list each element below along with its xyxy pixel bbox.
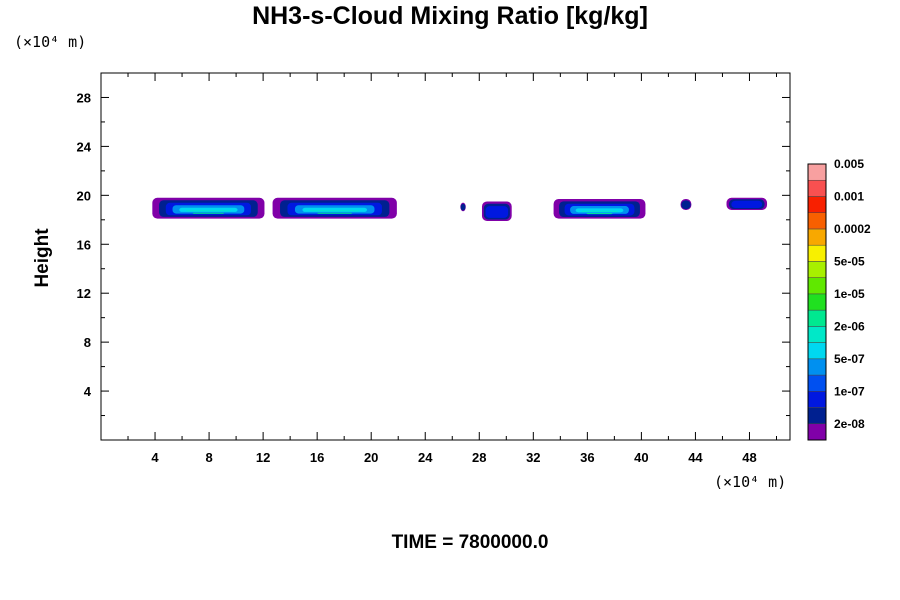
time-label: TIME = 7800000.0: [391, 532, 549, 553]
colorbar-swatch: [807, 374, 827, 392]
cloud-contour: [309, 210, 360, 212]
colorbar-swatch: [807, 293, 827, 311]
x-tick-label: 12: [256, 450, 270, 465]
colorbar-swatch: [807, 342, 827, 360]
cloud-contour: [581, 210, 618, 212]
x-tick-label: 40: [634, 450, 648, 465]
x-tick-label: 8: [205, 450, 212, 465]
colorbar-label: 2e-08: [834, 417, 865, 431]
colorbar-swatch: [807, 423, 827, 441]
chart-title: NH3-s-Cloud Mixing Ratio [kg/kg]: [252, 2, 648, 30]
x-tick-label: 20: [364, 450, 378, 465]
colorbar-swatch: [807, 179, 827, 197]
cloud-contour: [185, 210, 231, 212]
colorbar-label: 1e-07: [834, 384, 865, 398]
y-tick-label: 20: [77, 188, 91, 203]
colorbar-label: 0.0002: [834, 222, 871, 236]
colorbar-swatch: [807, 212, 827, 230]
x-tick-label: 48: [742, 450, 756, 465]
cloud-contour: [192, 212, 225, 214]
cloud-contour: [731, 200, 763, 209]
colorbar-swatch: [807, 391, 827, 408]
cloud-contour: [681, 200, 691, 210]
colorbar-frame: [807, 163, 827, 441]
colorbar-swatch: [807, 309, 827, 327]
y-tick-label: 28: [77, 90, 91, 105]
y-tick-label: 4: [84, 384, 92, 399]
cloud-contour: [179, 207, 238, 212]
colorbar-swatch: [807, 261, 827, 278]
plot-frame: [100, 72, 791, 441]
colorbar-label: 0.001: [834, 189, 864, 203]
colorbar-swatch: [807, 358, 827, 376]
x-axis-unit: (×10⁴ m): [714, 473, 787, 491]
cloud-contour: [460, 203, 466, 211]
colorbar-label: 0.005: [834, 157, 864, 171]
x-tick-label: 16: [310, 450, 324, 465]
cloud-contour: [485, 206, 509, 218]
colorbar-swatch: [807, 407, 827, 425]
colorbar-swatch: [807, 163, 827, 181]
colorbar-label: 5e-05: [834, 254, 865, 268]
colorbar-swatch: [807, 228, 827, 246]
colorbar-label: 1e-05: [834, 287, 865, 301]
cloud-contour: [586, 213, 613, 215]
x-tick-label: 36: [580, 450, 594, 465]
cloud-contour: [302, 207, 368, 212]
colorbar-label: 2e-06: [834, 319, 865, 333]
colorbar-swatch: [807, 244, 827, 262]
y-axis-unit: (×10⁴ m): [14, 33, 87, 51]
colorbar-label: 5e-07: [834, 352, 865, 366]
x-tick-label: 28: [472, 450, 486, 465]
y-tick-label: 16: [77, 237, 91, 252]
y-tick-label: 12: [77, 286, 91, 301]
x-tick-label: 24: [418, 450, 433, 465]
y-tick-label: 24: [77, 139, 92, 154]
cloud-contour: [317, 212, 353, 214]
x-tick-label: 32: [526, 450, 540, 465]
x-tick-label: 4: [151, 450, 159, 465]
x-tick-label: 44: [688, 450, 703, 465]
colorbar-swatch: [807, 196, 827, 213]
colorbar-swatch: [807, 277, 827, 295]
colorbar-swatch: [807, 326, 827, 343]
y-tick-label: 8: [84, 335, 91, 350]
